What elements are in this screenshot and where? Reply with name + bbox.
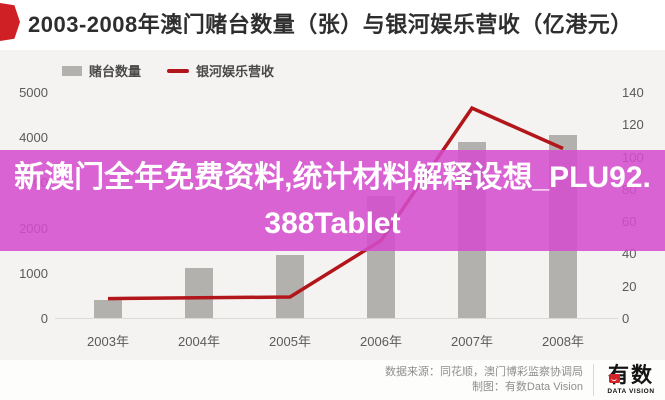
legend-item-line: 银河娱乐营收 bbox=[167, 61, 274, 80]
footer-divider bbox=[593, 364, 594, 396]
legend: 赌台数量 银河娱乐营收 bbox=[62, 61, 274, 80]
legend-item-bars: 赌台数量 bbox=[62, 61, 141, 80]
x-axis-label: 2005年 bbox=[269, 334, 311, 349]
page-title: 2003-2008年澳门赌台数量（张）与银河娱乐营收（亿港元） bbox=[28, 12, 633, 37]
right-axis-tick: 20 bbox=[622, 278, 637, 294]
bar-2003年 bbox=[94, 299, 122, 318]
legend-bar-label: 赌台数量 bbox=[89, 64, 142, 79]
data-vision-logo: 有数 DATA VISION bbox=[603, 365, 659, 396]
watermark-text: 新澳门全年免费资料,统计材料解释设想_PLU92.388Tablet bbox=[14, 160, 651, 240]
data-source-text: 数据来源：同花顺，澳门博彩监察协调局 bbox=[385, 366, 583, 378]
x-axis-label: 2008年 bbox=[542, 334, 584, 349]
left-axis-tick: 4000 bbox=[19, 130, 48, 146]
x-axis-label: 2006年 bbox=[360, 334, 402, 349]
right-axis-tick: 140 bbox=[622, 85, 644, 100]
left-axis-tick: 0 bbox=[40, 311, 48, 326]
legend-line-label: 银河娱乐营收 bbox=[196, 64, 275, 79]
source-block: 数据来源：同花顺，澳门博彩监察协调局 制图：有数Data Vision bbox=[385, 365, 583, 395]
ribbon-icon bbox=[0, 3, 20, 41]
x-axis-line bbox=[55, 318, 618, 319]
logo-sub-text: DATA VISION bbox=[607, 388, 655, 395]
left-axis-tick: 5000 bbox=[19, 85, 48, 100]
footer: 数据来源：同花顺，澳门博彩监察协调局 制图：有数Data Vision 有数 D… bbox=[0, 360, 665, 400]
right-axis-tick: 120 bbox=[622, 117, 644, 133]
left-axis-tick: 1000 bbox=[19, 265, 48, 281]
credit-text: 制图：有数Data Vision bbox=[471, 381, 583, 393]
right-axis-tick: 0 bbox=[622, 311, 630, 326]
header: 2003-2008年澳门赌台数量（张）与银河娱乐营收（亿港元） bbox=[0, 0, 665, 50]
x-axis-label: 2004年 bbox=[178, 334, 220, 349]
bar-swatch-icon bbox=[62, 65, 82, 76]
x-axis-label: 2007年 bbox=[451, 334, 493, 349]
watermark-overlay: 新澳门全年免费资料,统计材料解释设想_PLU92.388Tablet bbox=[0, 150, 665, 251]
bar-2005年 bbox=[276, 254, 304, 318]
bar-2004年 bbox=[185, 268, 213, 318]
logo-accent-icon bbox=[609, 374, 620, 383]
x-axis-label: 2003年 bbox=[87, 334, 129, 349]
line-swatch-icon bbox=[167, 68, 190, 73]
